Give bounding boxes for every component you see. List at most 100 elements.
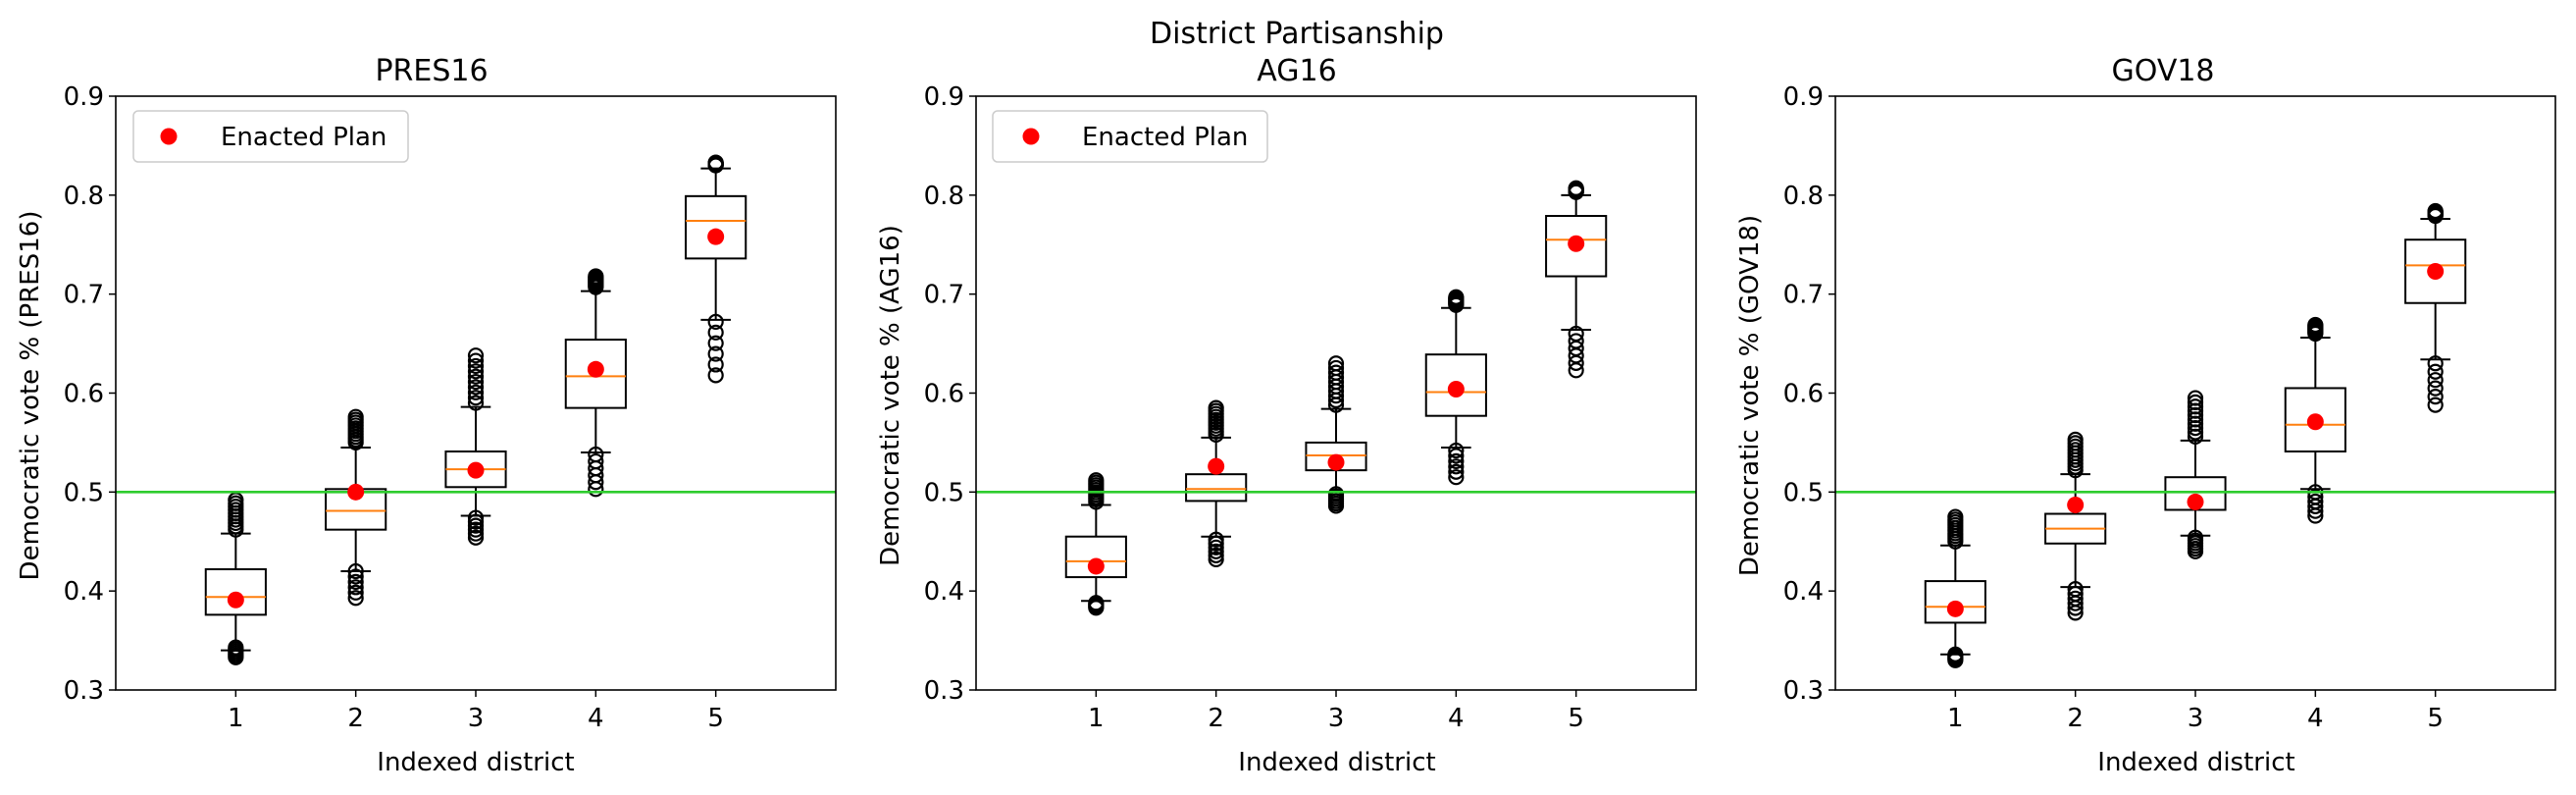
outlier-point bbox=[467, 373, 485, 391]
outlier-point bbox=[1448, 289, 1465, 305]
box-district-3 bbox=[1305, 355, 1367, 514]
y-tick-label: 0.6 bbox=[1783, 380, 1824, 409]
x-axis-label: Indexed district bbox=[377, 748, 574, 777]
outlier-point bbox=[707, 356, 724, 373]
box-district-5 bbox=[685, 154, 747, 384]
y-tick-label: 0.5 bbox=[64, 478, 104, 507]
outlier-point bbox=[707, 324, 724, 341]
x-tick-label: 2 bbox=[2067, 704, 2084, 733]
outlier-point bbox=[467, 347, 485, 364]
outlier-point bbox=[2427, 397, 2444, 413]
plot-area: 0.3 0.4 0.5 0.6 0.7 0.8 0.9 1 2 3 4 5 bbox=[924, 82, 1697, 733]
enacted-point bbox=[2187, 493, 2204, 510]
box-district-5 bbox=[2404, 202, 2467, 413]
outlier-point bbox=[2067, 590, 2084, 607]
y-tick-label: 0.7 bbox=[64, 281, 104, 310]
outlier-point bbox=[1208, 399, 1224, 416]
box-district-4 bbox=[564, 268, 627, 498]
enacted-point bbox=[707, 228, 725, 245]
enacted-point bbox=[1087, 557, 1105, 575]
outlier-point bbox=[2187, 394, 2204, 411]
outlier-point bbox=[707, 367, 724, 384]
outlier-point bbox=[1448, 452, 1465, 469]
outlier-point bbox=[347, 590, 364, 607]
legend-label: Enacted Plan bbox=[221, 123, 386, 152]
axes-frame bbox=[975, 95, 1697, 691]
x-tick-label: 1 bbox=[1947, 704, 1964, 733]
figure-suptitle: District Partisanship bbox=[1150, 17, 1444, 51]
legend: Enacted Plan bbox=[132, 110, 409, 163]
y-tick-label: 0.3 bbox=[924, 676, 964, 706]
iqr-box bbox=[685, 194, 747, 260]
outlier-point bbox=[1327, 359, 1345, 377]
y-tick-label: 0.3 bbox=[1783, 676, 1824, 706]
panel-ag16: AG16 Indexed district Democratic vote % … bbox=[876, 54, 1697, 777]
iqr-box bbox=[564, 339, 627, 409]
box-district-3 bbox=[444, 347, 507, 546]
x-tick-label: 3 bbox=[1328, 704, 1345, 733]
y-tick-label: 0.9 bbox=[1783, 82, 1824, 112]
iqr-box bbox=[1924, 580, 1986, 624]
outlier-point bbox=[588, 452, 604, 470]
x-tick-label: 5 bbox=[2427, 704, 2444, 733]
iqr-box bbox=[2284, 387, 2346, 452]
outlier-point bbox=[2427, 363, 2444, 380]
x-tick-label: 3 bbox=[2188, 704, 2204, 733]
y-axis-label: Democratic vote % (AG16) bbox=[876, 225, 905, 566]
enacted-point bbox=[587, 360, 604, 378]
panel-title: PRES16 bbox=[375, 54, 488, 88]
y-tick-label: 0.7 bbox=[924, 281, 964, 310]
y-tick-label: 0.9 bbox=[64, 82, 104, 112]
enacted-point bbox=[1208, 457, 1225, 475]
enacted-point bbox=[467, 461, 485, 479]
box-district-4 bbox=[1424, 289, 1487, 486]
y-tick-label: 0.7 bbox=[1783, 281, 1824, 310]
outlier-point bbox=[2307, 316, 2324, 334]
outlier-point bbox=[347, 408, 364, 425]
enacted-point bbox=[1447, 380, 1465, 398]
x-tick-label: 1 bbox=[1088, 704, 1105, 733]
y-tick-label: 0.3 bbox=[64, 676, 104, 706]
outlier-point bbox=[2307, 493, 2324, 510]
outlier-point bbox=[1327, 364, 1345, 381]
enacted-point bbox=[227, 591, 244, 609]
x-axis-label: Indexed district bbox=[2097, 748, 2294, 777]
enacted-point bbox=[2427, 262, 2445, 280]
outlier-point bbox=[707, 335, 724, 351]
x-tick-label: 2 bbox=[1208, 704, 1224, 733]
outlier-point bbox=[467, 390, 485, 406]
x-tick-label: 2 bbox=[347, 704, 364, 733]
box-district-1 bbox=[1064, 472, 1127, 616]
enacted-point bbox=[1568, 235, 1585, 252]
box-district-2 bbox=[325, 408, 387, 607]
y-tick-label: 0.8 bbox=[64, 182, 104, 211]
legend-frame bbox=[992, 110, 1268, 163]
iqr-box bbox=[1064, 535, 1127, 579]
outlier-point bbox=[2427, 380, 2444, 397]
outlier-point bbox=[467, 379, 485, 396]
iqr-box bbox=[1424, 353, 1487, 417]
x-tick-label: 3 bbox=[468, 704, 485, 733]
y-axis-label: Democratic vote % (GOV18) bbox=[1735, 215, 1765, 576]
x-tick-label: 4 bbox=[1448, 704, 1465, 733]
outlier-point bbox=[467, 357, 485, 375]
outlier-point bbox=[467, 368, 485, 385]
box-district-1 bbox=[1924, 508, 1986, 668]
y-tick-label: 0.6 bbox=[64, 380, 104, 409]
outlier-point bbox=[347, 579, 364, 596]
outlier-point bbox=[467, 384, 485, 400]
x-tick-label: 4 bbox=[588, 704, 604, 733]
enacted-point bbox=[1327, 453, 1345, 471]
y-tick-label: 0.6 bbox=[924, 380, 964, 409]
outlier-point bbox=[1448, 469, 1465, 486]
enacted-point bbox=[2306, 413, 2324, 431]
x-axis-label: Indexed district bbox=[1238, 748, 1435, 777]
outlier-point bbox=[2187, 398, 2204, 415]
x-tick-label: 5 bbox=[1568, 704, 1584, 733]
box-district-2 bbox=[2044, 431, 2107, 621]
outlier-point bbox=[707, 345, 724, 362]
y-tick-label: 0.4 bbox=[64, 577, 104, 607]
outlier-point bbox=[2427, 202, 2444, 220]
axes-frame bbox=[115, 95, 837, 691]
box-district-1 bbox=[204, 492, 267, 665]
